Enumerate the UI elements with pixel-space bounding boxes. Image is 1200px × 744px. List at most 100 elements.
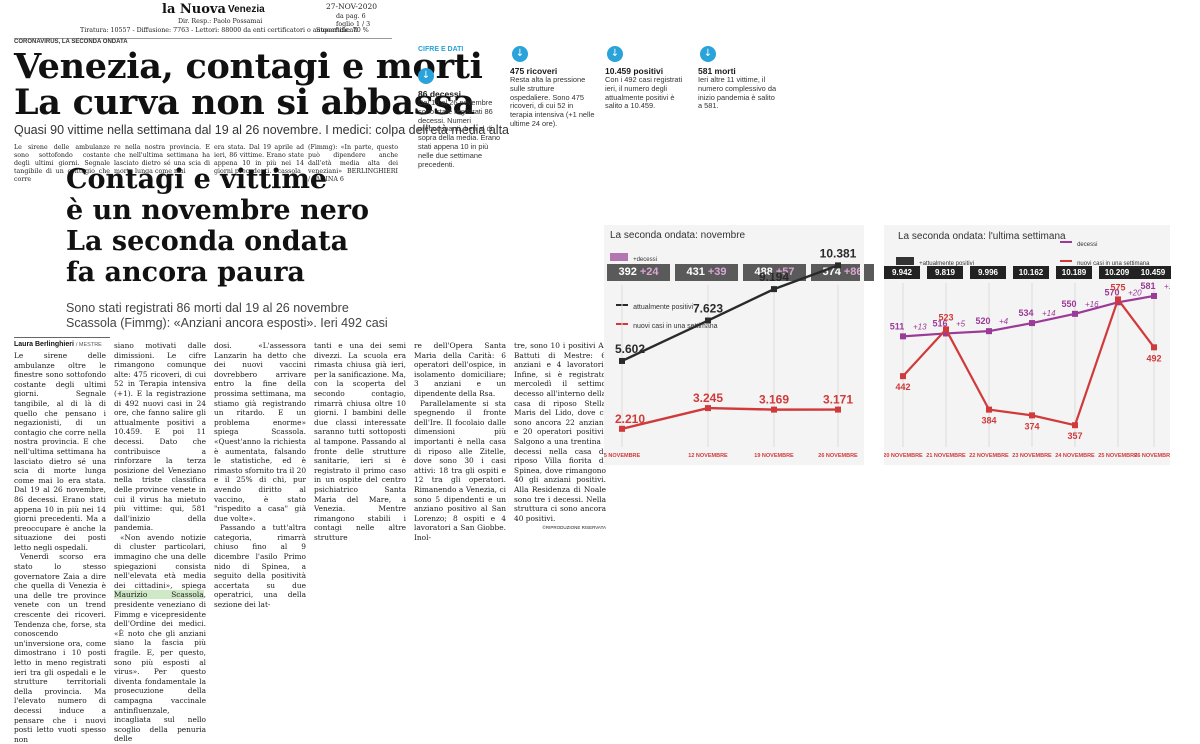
- x-tick-label: 25 NOVEMBRE: [1098, 453, 1138, 459]
- paragraph: tre, sono 10 i positivi Ai Battuti di Me…: [514, 341, 606, 523]
- data-delta: +13: [913, 322, 927, 331]
- divider: [14, 38, 392, 39]
- data-label: 511: [890, 321, 905, 331]
- masthead-sheet: foglio 1 / 3: [336, 21, 371, 28]
- byline-rule: [14, 337, 110, 338]
- legend-label: nuovi casi in una settimana: [1077, 261, 1150, 267]
- body-col-4: tanti e una dei semi divezzi. La scuola …: [314, 341, 406, 542]
- article-subtitle-1: Sono stati registrati 86 morti dal 19 al…: [66, 301, 349, 315]
- data-label: 10.381: [820, 246, 857, 260]
- data-label: 3.171: [823, 393, 853, 407]
- data-point: [835, 406, 841, 413]
- legend-line: [1060, 240, 1072, 243]
- data-point: [1029, 320, 1035, 327]
- data-delta: +5: [956, 319, 966, 328]
- data-point: [900, 333, 906, 340]
- stat-title: 475 ricoveri: [510, 66, 558, 76]
- chip-total: 392: [618, 266, 637, 278]
- data-point: [619, 425, 625, 432]
- stat-body: Dal 19 al 26 novembre sono state registr…: [418, 98, 501, 169]
- data-point: [771, 286, 777, 293]
- byline-place: / MESTRE: [75, 342, 102, 348]
- data-label: 534: [1018, 308, 1033, 318]
- data-label: 3.169: [759, 393, 789, 407]
- chart-1-panel: La seconda ondata: novembre +decessi 392…: [604, 225, 874, 465]
- data-point: [1072, 310, 1078, 317]
- data-label: 550: [1061, 299, 1076, 309]
- byline-name: Laura Berlinghieri: [14, 341, 74, 348]
- data-point: [1151, 292, 1157, 299]
- chart-2-panel: La seconda ondata: l'ultima settimana de…: [884, 225, 1171, 465]
- body-col-2: siano motivati dalle dimissioni. Le cifr…: [114, 341, 206, 744]
- series-line-1: [621, 264, 839, 363]
- data-delta: +11: [1164, 282, 1170, 291]
- paragraph: re dell'Opera Santa Maria della Carità: …: [414, 341, 506, 398]
- data-label: 442: [895, 382, 910, 392]
- summary-col-3: era stata. Dal 19 aprile ad ieri, 86 vit…: [214, 144, 304, 176]
- legend-label: decessi: [1077, 242, 1098, 248]
- data-point: [1072, 422, 1078, 429]
- infobox-item-1: ↓ 86 decessi Dal 19 al 26 novembre sono …: [418, 64, 503, 169]
- legend-swatch: [896, 256, 914, 265]
- stat-title: 10.459 positivi: [605, 66, 664, 76]
- chart-1-title: La seconda ondata: novembre: [610, 230, 746, 241]
- body-col-6: tre, sono 10 i positivi Ai Battuti di Me…: [514, 341, 606, 533]
- data-delta: +16: [1085, 300, 1099, 309]
- data-point: [705, 317, 711, 324]
- series-line-2: [621, 406, 839, 430]
- article-headline-3: La seconda ondata: [66, 226, 349, 257]
- chip-positives: 9.942: [884, 266, 920, 279]
- x-tick-label: 26 NOVEMBRE: [818, 453, 858, 459]
- data-label: 575: [1110, 282, 1125, 292]
- data-point: [771, 406, 777, 413]
- paragraph-text: , presidente veneziano di Fimmg e vicepr…: [114, 590, 206, 744]
- data-label: 384: [981, 416, 996, 426]
- chip-delta: +24: [639, 266, 659, 278]
- infobox-item-3: ↓ 10.459 positivi Con i 492 casi registr…: [605, 46, 692, 111]
- x-tick-label: 26 NOVEMBRE: [1134, 453, 1170, 459]
- body-col-5: re dell'Opera Santa Maria della Carità: …: [414, 341, 506, 542]
- chart-1-legend-top: +decessi: [610, 246, 657, 265]
- data-label: 516: [932, 318, 947, 328]
- x-tick-label: 20 NOVEMBRE: [884, 453, 923, 459]
- x-tick-label: 5 NOVEMBRE: [604, 453, 641, 459]
- masthead-page: da pag. 6: [336, 13, 366, 20]
- data-delta: +4: [999, 317, 1009, 326]
- chip: 574 +86: [811, 264, 874, 281]
- data-label: 520: [975, 316, 990, 326]
- data-label: 492: [1146, 353, 1161, 363]
- data-label: 5.602: [615, 342, 645, 356]
- data-point: [835, 262, 841, 269]
- chart-2-plot: 20 NOVEMBRE 21 NOVEMBRE 22 NOVEMBRE 23 NOVE…: [884, 281, 1170, 459]
- data-delta: +20: [1128, 288, 1142, 297]
- paragraph: «Non avendo notizie di cluster particola…: [114, 533, 206, 744]
- x-tick-label: 22 NOVEMBRE: [969, 453, 1009, 459]
- legend-label: +attualmente positivi: [919, 261, 974, 267]
- data-label: 3.245: [693, 391, 723, 405]
- chip-positives: 10.209: [1099, 266, 1135, 279]
- data-point: [986, 328, 992, 335]
- stat-body: Resta alta la pressione sulle strutture …: [510, 75, 595, 128]
- chip-total: 431: [686, 266, 705, 278]
- copyright: ©RIPRODUZIONE RISERVATA: [542, 525, 607, 531]
- article-headline-2: è un novembre nero: [66, 195, 370, 226]
- paragraph-text: «Non avendo notizie di cluster particola…: [114, 532, 206, 590]
- article-headline-4: fa ancora paura: [66, 257, 305, 288]
- chip-positives: 10.189: [1056, 266, 1092, 279]
- paragraph: dosi. «L'assessora Lanzarin ha detto che…: [214, 341, 307, 523]
- summary-col-1: Le sirene delle ambulanze sono sottofond…: [14, 144, 110, 184]
- legend-label: +decessi: [633, 257, 657, 263]
- chip-total: 488: [754, 266, 773, 278]
- highlighted-name: Maurizio Scassola: [114, 590, 204, 600]
- chart-1-plot: 5 NOVEMBRE 12 NOVEMBRE 19 NOVEMBRE 26 NOVEM…: [604, 246, 858, 459]
- masthead-logo: la Nuova: [162, 2, 226, 17]
- chart-1-strip: [860, 225, 864, 465]
- masthead-date: 27-NOV-2020: [326, 2, 378, 11]
- x-tick-label: 12 NOVEMBRE: [688, 453, 728, 459]
- masthead-city: Venezia: [228, 4, 265, 15]
- infobox-item-2: ↓ 475 ricoveri Resta alta la pressione s…: [510, 46, 595, 129]
- legend-swatch: [610, 252, 628, 261]
- stat-title: 581 morti: [698, 66, 736, 76]
- stat-body: Ieri altre 11 vittime, il numero comples…: [698, 75, 777, 111]
- chip: 392 +24: [607, 264, 670, 281]
